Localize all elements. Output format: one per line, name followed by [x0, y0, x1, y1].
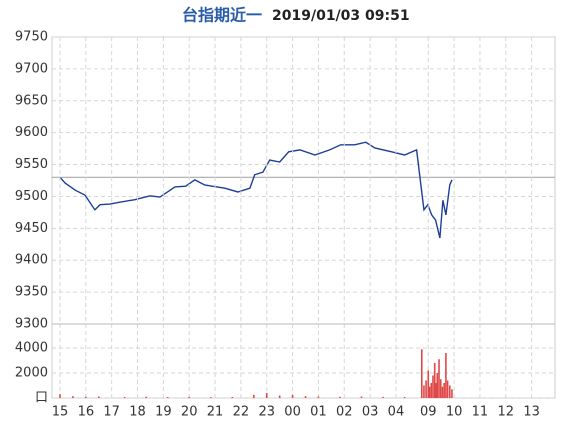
plot-frame: [51, 36, 556, 399]
price-line: [59, 141, 453, 239]
volume-bar: [420, 349, 423, 398]
x-tick-label: 21: [207, 405, 224, 420]
volume-bar: [231, 397, 234, 398]
chart-subtitle: 2019/01/03 09:51: [272, 8, 410, 24]
volume-bar: [443, 383, 445, 398]
volume-bar: [59, 394, 61, 398]
y-tick-label: 9450: [15, 221, 48, 236]
volume-bar: [253, 394, 255, 398]
x-tick-label: 15: [52, 405, 69, 420]
volume-bar: [85, 396, 87, 398]
volume-bar: [428, 386, 431, 398]
volume-bar: [265, 393, 268, 398]
volume-bar: [278, 395, 281, 398]
volume-bar: [445, 353, 447, 398]
volume-bar: [427, 370, 430, 398]
x-tick-label: 22: [233, 405, 250, 420]
y-tick-label: 9650: [15, 93, 48, 108]
x-tick-label: 12: [498, 405, 515, 420]
x-tick-label: 19: [155, 405, 172, 420]
volume-bar: [438, 359, 440, 398]
y-tick-label: 口: [35, 391, 48, 406]
x-tick-label: 02: [336, 405, 353, 420]
y-tick-label: 9700: [15, 61, 48, 76]
y-tick-label: 9550: [15, 157, 48, 172]
x-tick-label: 04: [388, 405, 405, 420]
volume-bar: [432, 375, 434, 398]
y-tick-label: 9750: [15, 30, 48, 45]
x-tick-label: 01: [310, 405, 327, 420]
volume-bar: [304, 396, 307, 398]
y-tick-label: 4000: [15, 341, 48, 356]
volume-bar: [448, 385, 451, 398]
volume-bar: [425, 380, 427, 398]
volume-bar: [436, 373, 439, 398]
volume-bar: [188, 396, 191, 398]
x-tick-label: 23: [258, 405, 275, 420]
x-tick-label: 09: [420, 405, 437, 420]
volume-bar: [339, 396, 341, 398]
volume-bar: [451, 389, 453, 398]
volume-bar: [403, 397, 406, 398]
volume-bar: [433, 363, 436, 398]
x-tick-label: 16: [78, 405, 95, 420]
x-tick-label: 11: [472, 405, 489, 420]
volume-bar: [360, 396, 363, 398]
volume-bar: [423, 385, 425, 398]
y-tick-label: 2000: [15, 366, 48, 381]
volume-bar: [97, 396, 100, 398]
y-tick-label: 9400: [15, 253, 48, 268]
volume-bar: [430, 383, 433, 398]
volume-bar: [123, 397, 126, 398]
y-tick-label: 9500: [15, 189, 48, 204]
volume-bar: [72, 396, 74, 398]
x-tick-label: 13: [523, 405, 540, 420]
x-tick-label: 18: [129, 405, 146, 420]
x-tick-label: 17: [103, 405, 120, 420]
volume-bar: [435, 383, 437, 398]
y-tick-label: 9600: [15, 125, 48, 140]
volume-bar: [209, 397, 212, 398]
volume-bar: [317, 396, 320, 398]
volume-bar: [439, 379, 442, 398]
y-tick-label: 9350: [15, 285, 48, 300]
y-tick-label: 9300: [15, 317, 48, 332]
x-tick-label: 03: [362, 405, 379, 420]
volume-bar: [382, 396, 384, 398]
volume-bar: [291, 394, 294, 398]
volume-bar: [166, 397, 169, 398]
volume-bar: [441, 386, 444, 398]
chart-title: 台指期近一: [182, 6, 262, 25]
x-tick-label: 20: [181, 405, 198, 420]
x-tick-label: 10: [446, 405, 463, 420]
volume-bar: [145, 396, 147, 398]
volume-bar: [446, 380, 449, 398]
x-tick-label: 00: [284, 405, 301, 420]
